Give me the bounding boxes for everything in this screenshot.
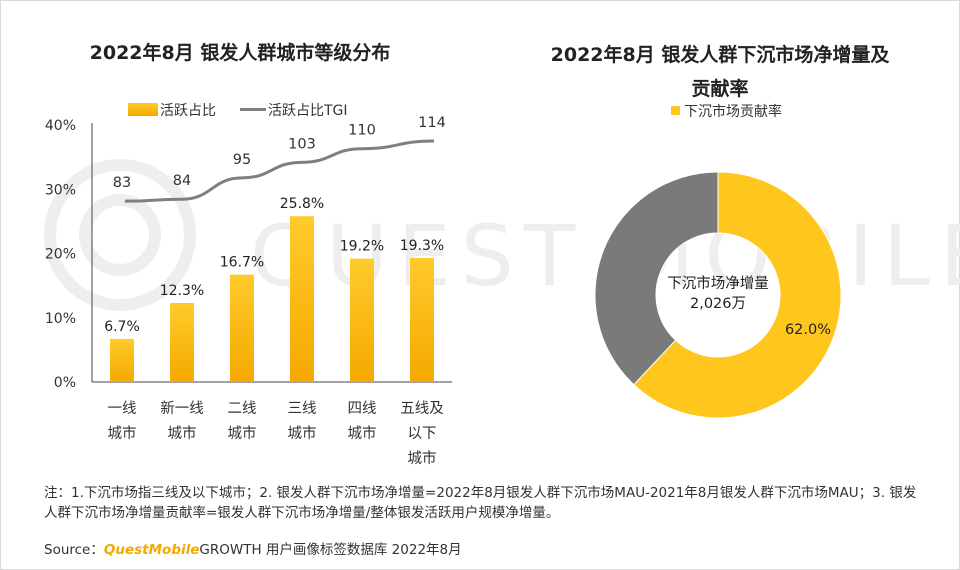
x-category-label: 一线	[108, 400, 137, 417]
tgi-value-label: 114	[418, 115, 446, 131]
donut-center-value: 2,026万	[690, 296, 746, 312]
y-tick-label: 20%	[45, 247, 76, 263]
donut-chart: 下沉市场贡献率 62.0% 下沉市场净增量 2,026万	[594, 103, 842, 419]
source-rest: GROWTH 用户画像标签数据库 2022年8月	[199, 542, 462, 558]
donut-slice	[594, 171, 719, 386]
y-tick-label: 30%	[45, 182, 76, 198]
tgi-value-label: 83	[113, 175, 131, 191]
x-category-label: 四线	[348, 400, 377, 417]
bar-value-label: 6.7%	[104, 319, 140, 335]
x-category-label: 三线	[288, 400, 317, 417]
bar	[410, 257, 434, 382]
y-tick-label: 40%	[45, 118, 76, 134]
tgi-value-label: 103	[288, 136, 316, 152]
bar-chart: 0% 10% 20% 30% 40% 活跃占比 活跃占比TGI 6.7% 12.3% 16.7% 2…	[45, 103, 452, 467]
source-line: Source：QuestMobileGROWTH 用户画像标签数据库 2022年…	[44, 538, 462, 558]
bar	[350, 258, 374, 382]
legend-bar-label: 活跃占比	[160, 103, 216, 119]
y-tick-label: 0%	[54, 375, 76, 391]
tgi-line	[124, 139, 435, 203]
donut-slice-label: 62.0%	[785, 322, 831, 338]
x-category-label: 城市	[108, 425, 137, 442]
tgi-value-label: 95	[233, 152, 251, 168]
tgi-value-label: 84	[173, 173, 191, 189]
x-category-label: 城市	[228, 425, 257, 442]
x-category-label: 城市	[168, 425, 197, 442]
right-chart-title: 2022年8月 银发人群下沉市场净增量及 贡献率	[520, 38, 920, 106]
bar	[290, 216, 314, 382]
right-title-line2: 贡献率	[691, 78, 749, 100]
bar-value-label: 19.2%	[340, 239, 384, 255]
bar	[110, 338, 134, 382]
donut-center-label: 下沉市场净增量	[667, 275, 769, 292]
donut-legend-swatch	[671, 106, 680, 115]
bar	[230, 274, 254, 382]
footnotes: 注：1.下沉市场指三线及以下城市；2. 银发人群下沉市场净增量=2022年8月银…	[44, 485, 917, 521]
tgi-value-label: 110	[348, 123, 376, 139]
legend-line-label: 活跃占比TGI	[268, 103, 348, 119]
donut-slice	[633, 171, 842, 419]
source-brand: QuestMobile	[103, 542, 200, 558]
y-tick-label: 10%	[45, 311, 76, 327]
bar-value-label: 16.7%	[220, 255, 264, 271]
x-category-label: 五线及	[400, 400, 444, 417]
source-prefix: Source：	[44, 542, 104, 558]
legend-bar-swatch	[128, 103, 158, 116]
x-category-label: 二线	[228, 400, 257, 417]
x-category-label: 城市	[408, 450, 437, 467]
donut-legend-label: 下沉市场贡献率	[684, 103, 782, 120]
x-category-label: 新一线	[160, 400, 204, 417]
x-category-label: 城市	[288, 425, 317, 442]
bar-value-label: 12.3%	[160, 283, 204, 299]
x-category-label: 以下	[408, 426, 437, 442]
left-chart-title: 2022年8月 银发人群城市等级分布	[89, 42, 391, 64]
x-category-label: 城市	[348, 425, 377, 442]
bar	[170, 302, 194, 382]
right-title-line1: 2022年8月 银发人群下沉市场净增量及	[550, 44, 890, 66]
bar-value-label: 25.8%	[280, 196, 324, 212]
bar-value-label: 19.3%	[400, 238, 444, 254]
